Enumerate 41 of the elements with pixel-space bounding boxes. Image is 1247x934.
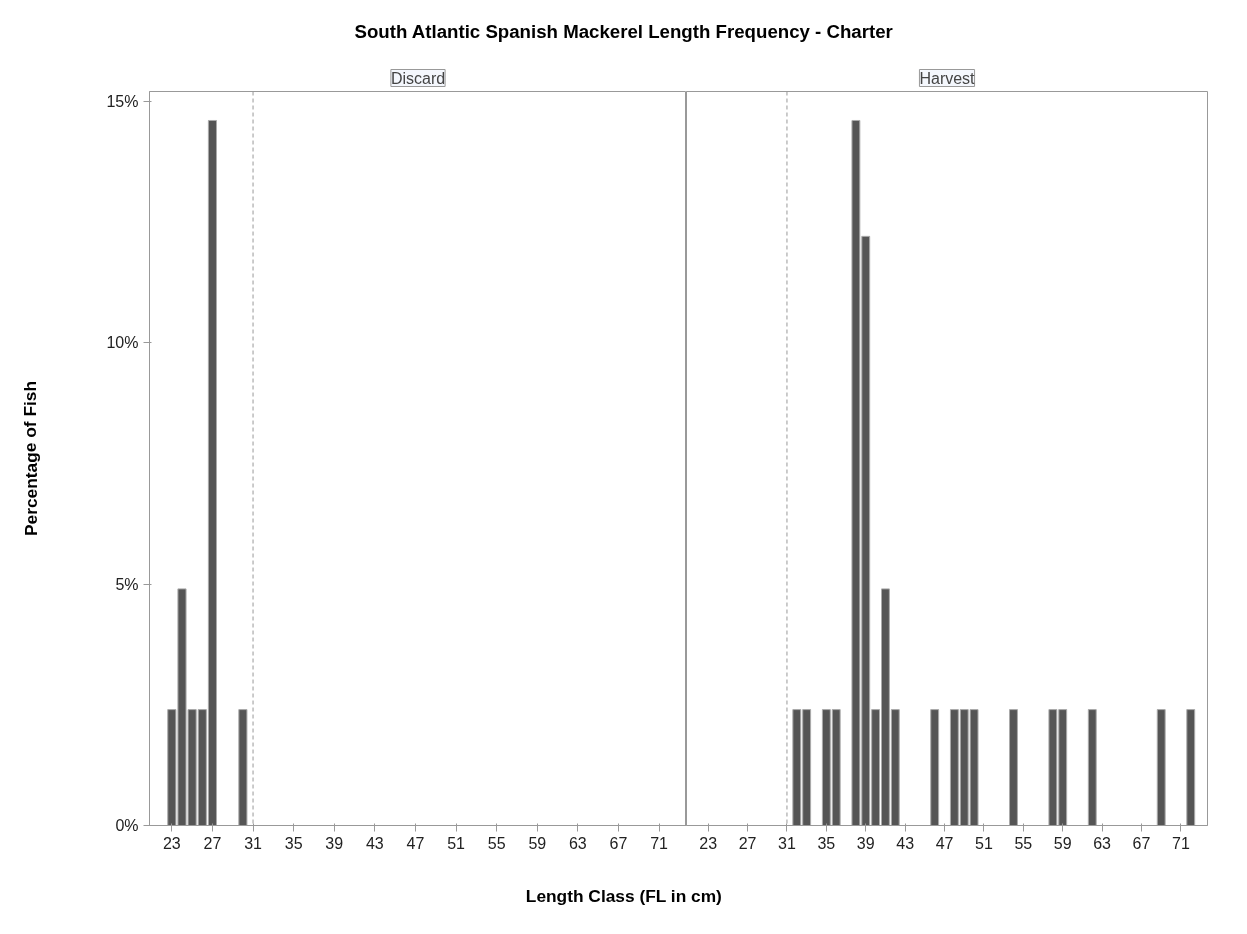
x-tick-label: 55: [1014, 834, 1033, 852]
y-tick-label: 5%: [115, 575, 139, 593]
x-tick-label: 23: [699, 834, 718, 852]
x-tick-label: 51: [975, 834, 993, 852]
x-tick-label: 51: [447, 834, 466, 852]
chart-subtitle: Discard: [390, 69, 446, 87]
x-tick-label: 35: [817, 834, 836, 852]
x-tick-label: 39: [325, 834, 344, 852]
x-tick-label: 47: [406, 834, 425, 852]
x-tick-label: 43: [896, 834, 915, 852]
x-tick-label: 59: [528, 834, 547, 852]
x-tick-label: 31: [778, 834, 796, 852]
x-tick-label: 31: [244, 834, 263, 852]
x-tick-label: 71: [650, 834, 669, 852]
y-tick-label: 0%: [115, 817, 139, 834]
x-tick-label: 35: [284, 834, 303, 852]
bar: [1156, 709, 1166, 826]
x-tick-label: 67: [1132, 834, 1151, 852]
x-tick-label: 47: [935, 834, 954, 852]
x-tick-label: 63: [568, 834, 587, 852]
x-tick-label: 55: [487, 834, 506, 852]
bar: [930, 709, 940, 826]
x-tick-label: 43: [365, 834, 384, 852]
bar: [1087, 709, 1097, 826]
chart-title: South Atlantic Spanish Mackerel Length Frequency - Charter: [354, 21, 893, 42]
x-tick-label: 63: [1093, 834, 1112, 852]
x-tick-label: 59: [1053, 834, 1072, 852]
x-tick-label: 67: [609, 834, 628, 852]
chart-subtitle: Harvest: [919, 69, 976, 87]
bar: [238, 709, 248, 826]
x-tick-label: 39: [856, 834, 875, 852]
y-tick-label: 10%: [106, 334, 139, 352]
x-tick-label: 27: [738, 834, 757, 852]
y-axis-title: Percentage of Fish: [20, 380, 41, 537]
bar: [1009, 709, 1018, 826]
bar: [1186, 709, 1196, 826]
x-tick-label: 71: [1172, 834, 1190, 852]
x-tick-label: 23: [162, 834, 181, 852]
x-axis-title: Length Class (FL in cm): [525, 885, 722, 906]
y-tick-label: 15%: [106, 92, 139, 110]
x-tick-label: 27: [203, 834, 222, 852]
